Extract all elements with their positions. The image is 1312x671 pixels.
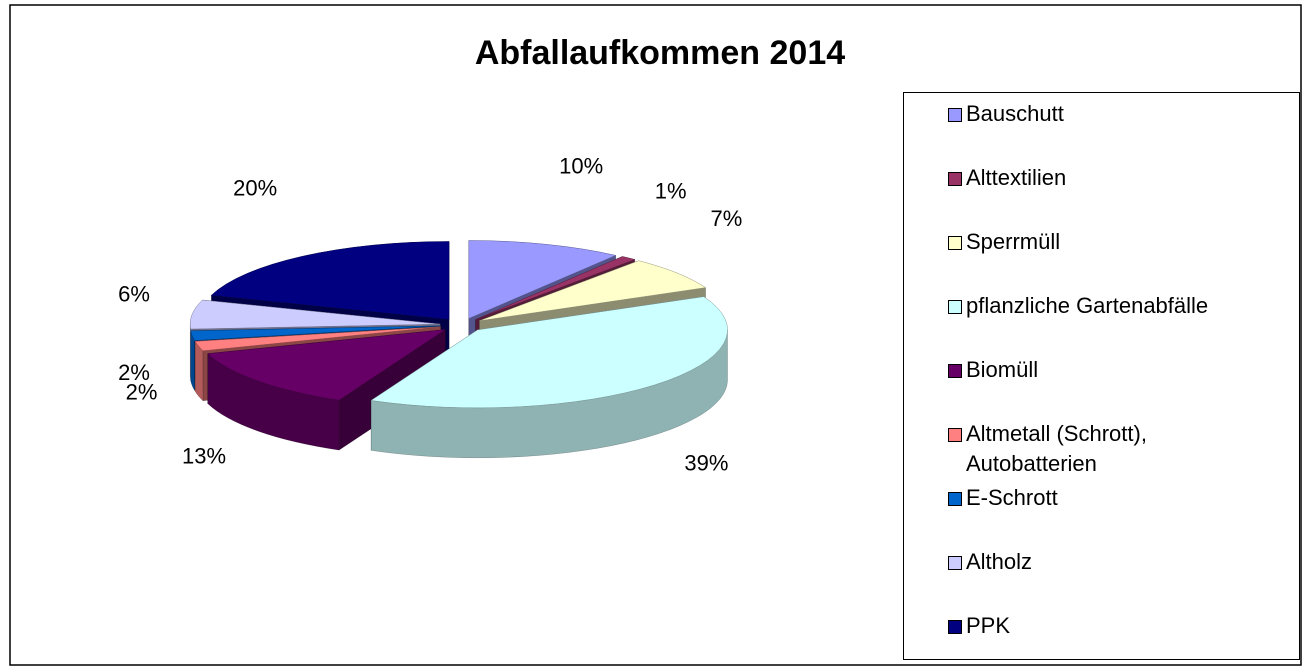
data-label: 20% bbox=[233, 175, 277, 200]
legend-item: PPK bbox=[948, 611, 1010, 641]
legend-item: Sperrmüll bbox=[948, 227, 1060, 257]
slice-side bbox=[194, 340, 204, 402]
legend-label: pflanzliche Gartenabfälle bbox=[966, 293, 1209, 318]
legend-item: E-Schrott bbox=[948, 483, 1058, 513]
legend-swatch bbox=[948, 428, 962, 442]
data-label: 39% bbox=[684, 450, 728, 475]
legend-item: pflanzliche Gartenabfälle bbox=[948, 291, 1208, 321]
data-label: 1% bbox=[655, 178, 687, 203]
legend-label: Biomüll bbox=[966, 357, 1039, 382]
legend-label: Altmetall (Schrott), Autobatterien bbox=[966, 421, 1147, 476]
data-label: 2% bbox=[118, 360, 150, 385]
pie-slice bbox=[479, 260, 707, 322]
data-label: 10% bbox=[559, 153, 603, 178]
legend-swatch bbox=[948, 172, 962, 186]
legend-label: E-Schrott bbox=[966, 485, 1058, 510]
data-label: 13% bbox=[182, 443, 226, 468]
legend-swatch bbox=[948, 300, 962, 314]
legend-label: Bauschutt bbox=[966, 101, 1064, 126]
legend-label: PPK bbox=[966, 613, 1011, 638]
legend-label: Altholz bbox=[966, 549, 1033, 574]
legend-label: Alttextilien bbox=[966, 165, 1067, 190]
pie-slice bbox=[194, 326, 441, 352]
legend-swatch bbox=[948, 492, 962, 506]
legend-swatch bbox=[948, 620, 962, 634]
data-label: 6% bbox=[118, 281, 150, 306]
legend-label: Sperrmüll bbox=[966, 229, 1061, 254]
data-label: 2% bbox=[126, 379, 158, 404]
pie-slice bbox=[189, 299, 441, 330]
legend-item: Bauschutt bbox=[948, 99, 1064, 129]
pie-slice bbox=[468, 240, 617, 319]
data-labels: 10% 1% 7% 39% 13% 2%2% 6% 20% bbox=[118, 153, 742, 475]
pie-tops bbox=[189, 240, 728, 409]
legend-item: Biomüll bbox=[948, 355, 1038, 385]
pie-slice bbox=[190, 325, 441, 341]
legend-swatch bbox=[948, 108, 962, 122]
chart-title: Abfallaufkommen 2014 bbox=[475, 34, 845, 72]
pie-slice bbox=[210, 241, 450, 320]
data-label: 7% bbox=[711, 206, 743, 231]
legend-swatch bbox=[948, 556, 962, 570]
legend-item: Altholz bbox=[948, 547, 1032, 577]
pie-slice bbox=[475, 256, 636, 320]
legend: Bauschutt Alttextilien Sperrmüll pflanzlich… bbox=[903, 92, 1300, 660]
legend-swatch bbox=[948, 364, 962, 378]
legend-item: Altmetall (Schrott), Autobatterien bbox=[948, 419, 1236, 479]
legend-swatch bbox=[948, 236, 962, 250]
pie-slice bbox=[207, 329, 446, 401]
pie-slice bbox=[370, 296, 728, 409]
legend-item: Alttextilien bbox=[948, 163, 1066, 193]
